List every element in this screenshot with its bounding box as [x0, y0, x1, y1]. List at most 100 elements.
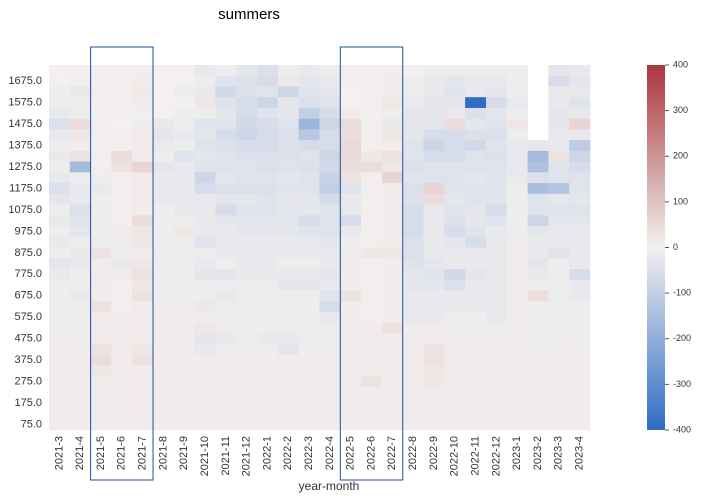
heatmap-cell — [444, 408, 466, 420]
heatmap-cell — [132, 204, 154, 216]
heatmap-cell — [361, 311, 383, 323]
heatmap-cell — [90, 258, 112, 270]
heatmap-cell — [236, 387, 258, 399]
heatmap-cell — [257, 279, 279, 291]
heatmap-cell — [465, 268, 487, 281]
heatmap-cell — [548, 215, 570, 227]
heatmap-cell — [361, 322, 383, 334]
heatmap-cell — [485, 290, 508, 302]
heatmap-cell — [173, 129, 195, 141]
heatmap-cell — [319, 279, 341, 291]
heatmap-cell — [236, 161, 258, 173]
heatmap-cell — [423, 172, 445, 184]
heatmap-cell — [340, 65, 362, 77]
heatmap-cell — [111, 354, 133, 366]
heatmap-cell — [49, 333, 71, 345]
heatmap-cell — [569, 161, 591, 173]
heatmap-cell — [49, 397, 71, 409]
heatmap-cell — [298, 387, 320, 399]
heatmap-cell — [215, 268, 237, 281]
heatmap-cell — [90, 408, 112, 420]
heatmap-cell — [569, 193, 591, 205]
heatmap-cell — [569, 247, 591, 259]
heatmap-cell — [298, 226, 320, 238]
heatmap-cell — [277, 268, 299, 281]
heatmap-cell — [90, 397, 112, 409]
heatmap-cell — [215, 75, 237, 87]
heatmap-cell — [402, 75, 424, 87]
heatmap-cell — [49, 236, 71, 248]
heatmap-cell — [277, 311, 299, 323]
heatmap-cell — [465, 172, 487, 184]
heatmap-cell — [485, 204, 508, 216]
heatmap-cell — [257, 140, 279, 152]
heatmap-cell — [257, 268, 279, 281]
heatmap-cell — [423, 97, 445, 109]
heatmap-cell — [69, 140, 91, 152]
heatmap-cell — [527, 322, 549, 334]
heatmap-cell — [194, 344, 216, 356]
heatmap-cell — [569, 311, 591, 323]
heatmap-cell — [236, 333, 258, 345]
heatmap-cell — [236, 215, 258, 227]
heatmap-cell — [111, 140, 133, 152]
heatmap-cell — [298, 301, 320, 313]
heatmap-cell — [298, 129, 320, 141]
heatmap-cell — [402, 290, 424, 302]
heatmap-cell — [465, 354, 487, 366]
highlight-box — [339, 46, 404, 481]
heatmap-cell — [236, 247, 258, 259]
x-tick-label: 2021-9 — [178, 436, 190, 470]
heatmap-cell — [298, 397, 320, 409]
heatmap-cell — [340, 397, 362, 409]
heatmap-cell — [423, 140, 445, 152]
heatmap-cell — [298, 161, 320, 173]
heatmap-cell — [236, 301, 258, 313]
heatmap-cell — [444, 258, 466, 270]
heatmap-cell — [90, 376, 112, 388]
heatmap-cell — [444, 226, 466, 238]
heatmap-cell — [298, 150, 320, 162]
heatmap-cell — [194, 279, 216, 291]
heatmap-cell — [444, 97, 466, 109]
heatmap-cell — [277, 183, 299, 195]
heatmap-cell — [257, 311, 279, 323]
heatmap-cell — [277, 397, 299, 409]
y-tick-label: 1575.0 — [8, 96, 42, 108]
heatmap-cell — [361, 290, 383, 302]
heatmap-cell — [506, 408, 528, 420]
heatmap-cell — [69, 118, 91, 130]
heatmap-cell — [194, 387, 216, 399]
y-tick-label: 275.0 — [14, 376, 42, 388]
heatmap-cell — [361, 65, 383, 77]
heatmap-cell — [361, 172, 383, 184]
heatmap-cell — [506, 344, 528, 356]
heatmap-cell — [132, 354, 154, 366]
heatmap-cell — [215, 86, 237, 98]
heatmap-cell — [49, 354, 71, 366]
heatmap-cell — [381, 65, 404, 77]
heatmap-cell — [173, 140, 195, 152]
heatmap-cell — [319, 419, 341, 431]
heatmap-cell — [340, 204, 362, 216]
heatmap-cell — [527, 172, 549, 184]
heatmap-cell — [506, 118, 528, 130]
colorbar-tick-label: -400 — [673, 424, 691, 434]
heatmap-cell — [111, 236, 133, 248]
heatmap-cell — [153, 322, 175, 334]
heatmap-cell — [153, 247, 175, 259]
heatmap-cell — [319, 387, 341, 399]
heatmap-cell — [194, 183, 216, 195]
heatmap-cell — [527, 247, 549, 259]
heatmap-cell — [569, 322, 591, 334]
heatmap-cell — [423, 268, 445, 281]
heatmap-cell — [381, 365, 404, 377]
heatmap-cell — [548, 75, 570, 87]
heatmap-cell — [257, 236, 279, 248]
heatmap-cell — [465, 258, 487, 270]
heatmap-cell — [257, 397, 279, 409]
heatmap-cell — [548, 322, 570, 334]
heatmap-cell — [173, 268, 195, 281]
heatmap-cell — [153, 140, 175, 152]
heatmap-cell — [69, 258, 91, 270]
